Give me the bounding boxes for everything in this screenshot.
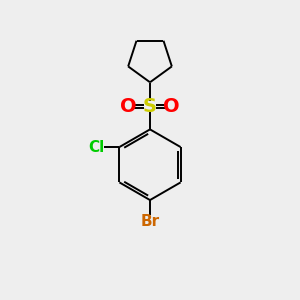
Text: Cl: Cl — [88, 140, 105, 154]
Text: O: O — [121, 97, 137, 116]
Text: O: O — [163, 97, 179, 116]
Text: Br: Br — [140, 214, 160, 229]
Text: S: S — [143, 97, 157, 116]
